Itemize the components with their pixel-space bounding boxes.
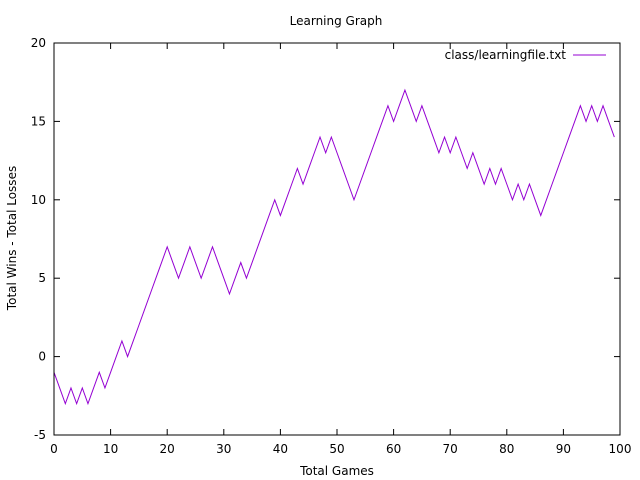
x-tick-label: 100 <box>609 442 632 456</box>
x-axis-label: Total Games <box>299 464 374 478</box>
y-tick-label: 5 <box>38 271 46 285</box>
y-tick-label: -5 <box>34 428 46 442</box>
x-tick-label: 50 <box>329 442 344 456</box>
plot-area <box>53 88 615 406</box>
y-tick-label: 20 <box>31 36 46 50</box>
legend-label: class/learningfile.txt <box>445 48 567 62</box>
y-axis-label: Total Wins - Total Losses <box>5 166 19 311</box>
x-tick-label: 40 <box>273 442 288 456</box>
y-tick-label: 10 <box>31 193 46 207</box>
x-tick-label: 0 <box>50 442 58 456</box>
x-tick-label: 20 <box>160 442 175 456</box>
legend: class/learningfile.txt <box>445 48 606 62</box>
x-tick-label: 80 <box>499 442 514 456</box>
y-tick-label: 0 <box>38 350 46 364</box>
x-tick-label: 30 <box>216 442 231 456</box>
axis-ticks: 0 10 20 30 40 50 60 70 80 90 100 -5 0 5 10 15 20 <box>31 36 632 456</box>
x-tick-label: 70 <box>443 442 458 456</box>
series-line <box>53 88 615 406</box>
plot-frame <box>53 42 621 436</box>
y-tick-label: 15 <box>31 114 46 128</box>
x-tick-label: 60 <box>386 442 401 456</box>
x-tick-label: 10 <box>103 442 118 456</box>
x-tick-label: 90 <box>556 442 571 456</box>
chart-title: Learning Graph <box>290 14 383 28</box>
